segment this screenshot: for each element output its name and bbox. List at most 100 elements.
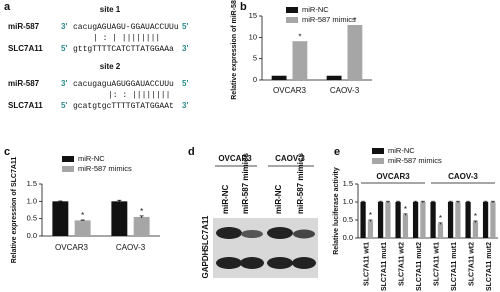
error-bar — [455, 200, 460, 203]
bar — [420, 202, 426, 238]
bar — [490, 202, 496, 238]
band — [267, 257, 293, 269]
error-bar — [117, 199, 122, 203]
band — [293, 229, 315, 239]
bar — [360, 202, 366, 238]
legend-label: miR-587 mimics — [302, 15, 356, 24]
seq-end: 3' — [61, 79, 67, 88]
y-tick-label: 15 — [249, 11, 257, 20]
group-label: OVCAR3 — [218, 154, 252, 163]
bar — [292, 41, 308, 80]
y-tick-label: 0.5 — [27, 214, 37, 223]
group-label: CAOV-3 — [275, 154, 305, 163]
lane-label: miR-NC — [221, 184, 230, 214]
seq-end: 5' — [61, 44, 67, 53]
error-bar — [473, 220, 478, 223]
seq-end: 5' — [182, 79, 188, 88]
x-tick-label: CAOV-3 — [330, 86, 360, 95]
legend-label: miR-NC — [388, 146, 415, 155]
row-label: GAPDH — [201, 249, 210, 278]
panel-letter: b — [240, 1, 247, 13]
lane-label: miR-587 mimics — [296, 153, 305, 214]
seq-end: 3' — [182, 101, 188, 110]
error-bar — [403, 213, 408, 216]
row-label: SLC7A11 — [201, 215, 210, 250]
bar — [437, 223, 444, 238]
bar — [347, 24, 363, 80]
band — [292, 257, 316, 269]
legend-swatch — [62, 156, 74, 162]
legend-label: miR-NC — [302, 5, 329, 14]
error-bar — [368, 219, 373, 222]
legend-swatch — [286, 17, 298, 23]
band — [240, 257, 264, 269]
bar — [402, 214, 409, 238]
band — [241, 230, 263, 238]
y-tick-label: 0 — [253, 75, 257, 84]
error-bar — [139, 215, 144, 218]
bar — [412, 202, 419, 238]
bar — [430, 202, 436, 238]
x-tick-label: SLC7A11 mut2 — [416, 242, 423, 291]
lane-label: miR-587 mimics — [241, 153, 250, 214]
target-name: SLC7A11 — [8, 44, 43, 53]
error-bar — [490, 200, 495, 203]
legend-swatch — [62, 166, 74, 172]
y-tick-label: 0.5 — [343, 215, 353, 224]
lane-label: miR-NC — [274, 184, 283, 214]
significance: * — [474, 212, 477, 221]
seq-end: 5' — [61, 101, 67, 110]
band — [216, 257, 242, 269]
significance: * — [140, 207, 143, 216]
legend-label: miR-587 mimics — [78, 164, 132, 173]
x-tick-label: SLC7A11 wt1 — [364, 242, 371, 286]
sequence: cacugaguAGUGGAUACCUUu — [73, 80, 174, 89]
sequence: cacugAGUAGU-GGAUACCUUu — [73, 23, 179, 32]
y-tick-label: 0.0 — [343, 233, 353, 242]
y-tick-label: 1.0 — [27, 196, 37, 205]
error-bar — [438, 222, 443, 225]
error-bar — [378, 200, 383, 203]
error-bar — [361, 200, 366, 203]
panel-letter: e — [334, 146, 340, 158]
x-tick-label: OVCAR3 — [273, 86, 306, 95]
x-tick-label: SLC7A11 wt2 — [469, 242, 476, 286]
significance: * — [369, 211, 372, 220]
panel-letter: c — [4, 146, 10, 158]
seq-end: 3' — [61, 22, 67, 31]
bar — [133, 216, 150, 236]
error-bar — [431, 200, 436, 203]
error-bar — [420, 200, 425, 203]
bar — [367, 220, 374, 238]
significance: * — [298, 32, 301, 41]
panel-d: d OVCAR3 CAOV-3 miR-NC miR-587 mimics mi… — [188, 146, 318, 278]
site-title: site 1 — [100, 5, 121, 14]
target-name: SLC7A11 — [8, 101, 43, 110]
x-tick-label: SLC7A11 wt2 — [399, 242, 406, 286]
pairing: |: : |||||||| — [108, 91, 170, 100]
bar — [395, 202, 401, 238]
legend-label: miR-NC — [78, 154, 105, 163]
bar — [455, 202, 461, 238]
band — [267, 227, 293, 239]
bar — [52, 201, 69, 236]
error-bar — [448, 200, 453, 203]
x-tick-label: CAOV-3 — [116, 243, 146, 252]
panel-a: a site 1 miR-587 3' cacugAGUAGU-GGAUACCU… — [4, 1, 188, 111]
x-tick-label: SLC7A11 mut1 — [381, 242, 388, 291]
error-bar — [58, 200, 63, 202]
bar — [74, 220, 91, 236]
panel-letter: d — [188, 146, 195, 158]
significance: * — [81, 211, 84, 220]
group-label: OVCAR3 — [376, 172, 410, 181]
y-tick-label: 1.0 — [343, 197, 353, 206]
y-tick-label: 1.5 — [27, 179, 37, 188]
x-tick-label: SLC7A11 mut2 — [486, 242, 493, 291]
mirna-name: miR-587 — [8, 22, 40, 31]
bar — [385, 202, 391, 238]
y-tick-label: 10 — [249, 32, 257, 41]
bar — [482, 202, 489, 238]
significance: * — [404, 205, 407, 214]
x-tick-label: OVCAR3 — [55, 243, 88, 252]
y-axis-label: Relative expression of miR-587 — [231, 0, 238, 100]
